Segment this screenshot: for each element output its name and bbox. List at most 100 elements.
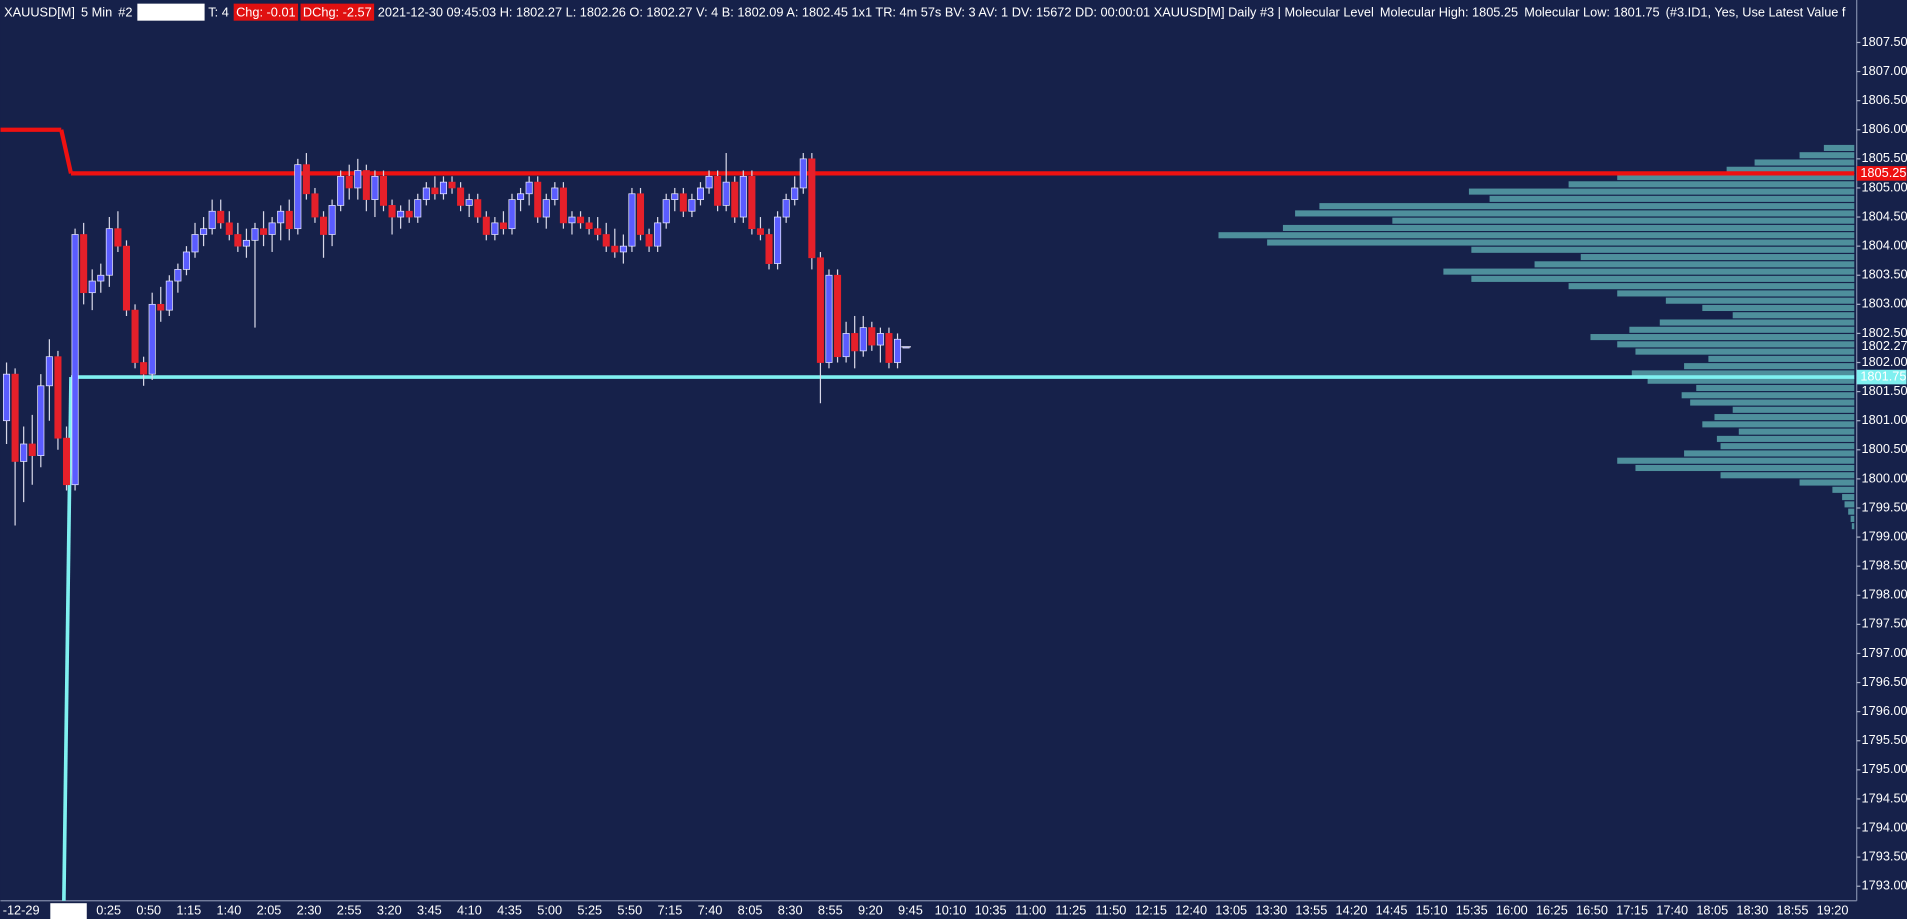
- candle-body: [765, 234, 773, 264]
- y-tick-label: 1804.50: [1862, 208, 1907, 223]
- x-tick-label: 5:00: [537, 902, 562, 917]
- change-box: [233, 3, 299, 21]
- profile-bar: [1443, 268, 1855, 275]
- candle-body: [397, 210, 405, 218]
- profile-bar: [1702, 304, 1855, 312]
- bar-info: 2021-12-30 09:45:03 H: 1802.27 L: 1802.2…: [378, 5, 1374, 20]
- candle-body: [619, 245, 627, 253]
- candle-body: [414, 199, 422, 218]
- profile-bar: [1696, 384, 1855, 392]
- x-tick-label: 12:15: [1135, 902, 1167, 917]
- y-tick-label: 1796.50: [1862, 674, 1907, 689]
- candle-body: [885, 333, 893, 363]
- candle-body: [234, 234, 242, 247]
- y-tick-label: 1797.50: [1862, 616, 1907, 631]
- profile-bar: [1568, 283, 1855, 290]
- close-price-box: [137, 3, 205, 21]
- y-tick-label: 1807.00: [1862, 63, 1907, 78]
- symbol: XAUUSD[M]: [4, 5, 75, 20]
- profile-bar: [1799, 152, 1855, 159]
- candle-body: [182, 251, 190, 270]
- profile-bar: [1726, 166, 1855, 173]
- profile-bar: [1716, 435, 1855, 442]
- x-tick-label: 13:55: [1295, 902, 1327, 917]
- profile-bar: [1720, 472, 1855, 479]
- y-tick-label: 1795.50: [1862, 732, 1907, 747]
- y-tick-label: 1806.00: [1862, 121, 1907, 136]
- x-tick-label: 11:00: [1015, 902, 1046, 917]
- x-tick-label: 13:05: [1215, 902, 1247, 917]
- y-tick-label: 1803.50: [1862, 267, 1907, 282]
- y-tick-label: 1798.50: [1862, 558, 1907, 573]
- profile-bar: [1702, 421, 1855, 428]
- candle-body: [208, 210, 216, 230]
- x-tick-label: 2:05: [257, 902, 282, 917]
- candle-body: [799, 158, 807, 189]
- x-tick-label: 11:25: [1055, 902, 1086, 917]
- profile-bar: [1471, 246, 1855, 253]
- profile-bar: [1580, 254, 1855, 261]
- profile-bar: [1635, 348, 1855, 355]
- x-tick-label: 1:40: [217, 902, 242, 917]
- candle-body: [200, 228, 208, 235]
- day-change: DChg: -2.57: [303, 5, 372, 20]
- profile-bar: [1631, 370, 1855, 377]
- y-tick-label: 1795.00: [1862, 761, 1907, 776]
- candle-body: [465, 199, 473, 206]
- candle-body: [311, 193, 319, 218]
- profile-bar: [1319, 203, 1855, 210]
- x-tick-label: 17:15: [1616, 902, 1648, 917]
- x-tick-label: 10:35: [975, 902, 1007, 917]
- x-tick-label: 11:50: [1095, 902, 1126, 917]
- y-tick-label: 1801.50: [1862, 383, 1907, 398]
- x-tick-label: 17:40: [1656, 902, 1688, 917]
- profile-bar: [1684, 363, 1855, 370]
- candle-body: [834, 274, 842, 358]
- candle-body: [645, 234, 653, 247]
- candle-body: [722, 181, 730, 206]
- profile-bar: [1850, 515, 1855, 522]
- candle-body: [808, 158, 816, 259]
- profile-bar: [1617, 174, 1855, 181]
- profile-bar: [1684, 450, 1855, 457]
- profile-bar: [1267, 239, 1855, 246]
- y-tick-label: 1794.00: [1862, 819, 1907, 834]
- x-tick-label: 5:25: [577, 902, 602, 917]
- y-tick-label: 1805.00: [1862, 179, 1907, 194]
- profile-bar: [1617, 290, 1855, 297]
- plot-area: [0, 127, 1855, 901]
- candle-body: [439, 181, 447, 195]
- candle-body: [105, 228, 113, 276]
- candle-body: [88, 280, 96, 294]
- level-price-label: 1805.25: [1860, 165, 1906, 180]
- profile-bar: [1635, 464, 1855, 472]
- candle-body: [868, 327, 876, 346]
- y-tick-label: 1799.00: [1862, 528, 1907, 543]
- study-params: (#3.ID1, Yes, Use Latest Value f: [1666, 5, 1846, 20]
- candle-body: [654, 222, 662, 247]
- candle-body: [534, 181, 542, 218]
- candle-body: [739, 175, 747, 218]
- x-tick-label: 14:45: [1376, 902, 1408, 917]
- x-tick-label: 10:10: [935, 902, 967, 917]
- candle-body: [71, 234, 79, 486]
- x-tick-label: 19:20: [1817, 902, 1849, 917]
- candle-body: [859, 327, 867, 352]
- profile-bar: [1832, 486, 1855, 493]
- x-tick-label: 7:15: [658, 902, 683, 917]
- candle-body: [688, 199, 696, 212]
- x-tick-label: 18:30: [1736, 902, 1768, 917]
- candle-body: [756, 228, 764, 235]
- candle-body: [508, 199, 516, 230]
- profile-bar: [1471, 275, 1855, 282]
- y-tick-label: 1794.50: [1862, 790, 1907, 805]
- candle-body: [320, 216, 328, 235]
- candle-body: [542, 199, 550, 218]
- candle-body: [388, 205, 396, 218]
- candle-body: [251, 228, 259, 241]
- profile-bar: [1647, 377, 1855, 384]
- candle-body: [431, 187, 439, 195]
- candle-body: [662, 199, 670, 224]
- candle-body: [328, 205, 336, 235]
